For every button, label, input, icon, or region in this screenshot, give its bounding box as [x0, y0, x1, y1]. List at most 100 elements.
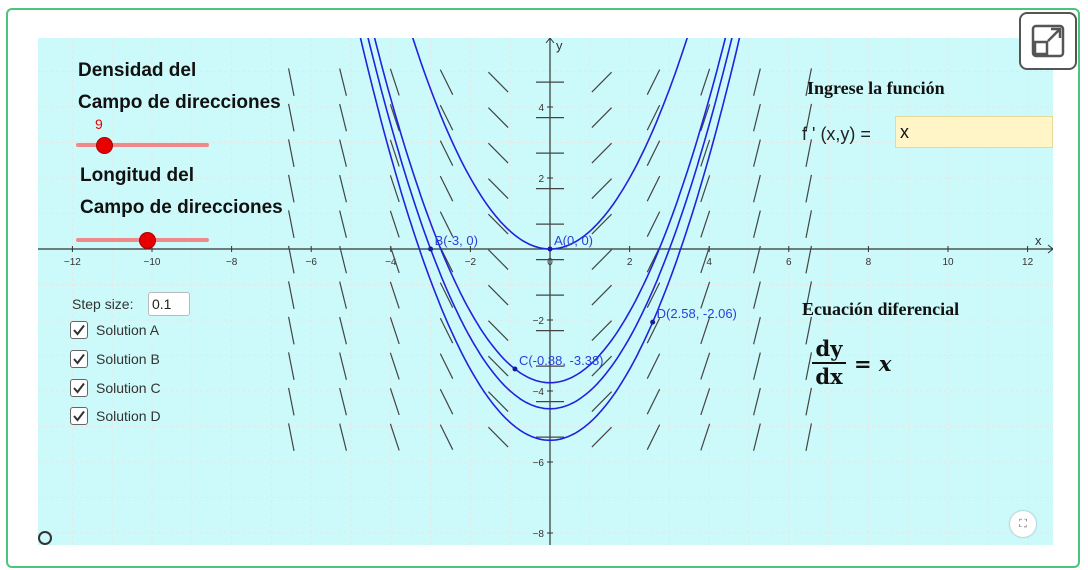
solution-curve-d [359, 38, 741, 442]
direction-segment [700, 210, 711, 238]
x-tick-label: −4 [385, 257, 397, 268]
direction-segment [805, 103, 813, 132]
direction-segment [700, 68, 711, 96]
density-slider-knob[interactable] [96, 137, 113, 154]
direction-segment [339, 245, 347, 274]
direction-segment [389, 317, 400, 345]
direction-segment [700, 423, 711, 451]
solution-d-label: Solution D [96, 408, 161, 424]
x-tick-label: 8 [866, 257, 872, 268]
direction-segment [487, 71, 509, 93]
direction-segment [389, 246, 400, 274]
direction-segment [646, 424, 661, 450]
direction-segment [487, 355, 509, 377]
direction-segment [700, 317, 711, 345]
direction-segment [753, 245, 761, 274]
direction-segment [487, 213, 509, 235]
direction-segment [591, 355, 613, 377]
direction-segment [591, 213, 613, 235]
density-slider-track[interactable] [76, 143, 209, 147]
x-tick-label: 10 [942, 257, 954, 268]
direction-segment [487, 284, 509, 306]
solution-b-checkbox[interactable]: Solution B [70, 350, 160, 368]
point-c [512, 366, 518, 372]
direction-segment [753, 316, 761, 345]
check-icon[interactable] [70, 407, 88, 425]
differential-equation: dy dx = x [812, 337, 892, 390]
direction-segment [700, 139, 711, 167]
direction-segment [287, 245, 295, 274]
direction-segment [591, 178, 613, 200]
solution-curve-c [373, 38, 727, 384]
direction-segment [389, 175, 400, 203]
direction-segment [389, 352, 400, 380]
solution-b-label: Solution B [96, 351, 160, 367]
solution-c-label: Solution C [96, 380, 161, 396]
solution-d-checkbox[interactable]: Solution D [70, 407, 161, 425]
y-tick-label: 4 [538, 103, 544, 114]
direction-segment [646, 175, 661, 202]
direction-segment [700, 388, 711, 416]
direction-segment [287, 174, 295, 203]
direction-segment [805, 316, 813, 345]
solution-curve-b [367, 38, 733, 410]
direction-segment [389, 139, 400, 167]
geogebra-applet[interactable]: x y −12 −10 −8 −6 −4 −2 0 2 4 6 8 10 12 4 2 −2 −4 −6 −8 A(0, … [38, 38, 1053, 545]
expand-icon[interactable] [1028, 21, 1068, 61]
fullscreen-icon[interactable]: ⛶ [1010, 511, 1036, 537]
check-icon[interactable] [70, 321, 88, 339]
direction-segment [700, 352, 711, 380]
direction-segment [753, 139, 761, 167]
direction-segment [339, 352, 347, 380]
direction-segment [487, 320, 509, 342]
check-icon[interactable] [70, 379, 88, 397]
point-label-c: C(-0.88, -3.38) [519, 353, 604, 368]
direction-segment [805, 423, 813, 451]
fraction-bar [812, 362, 846, 365]
direction-segment [591, 426, 613, 448]
y-tick-label: −4 [533, 387, 545, 398]
direction-segment [753, 68, 761, 96]
length-slider-knob[interactable] [139, 232, 156, 249]
direction-segment [646, 140, 661, 166]
check-icon[interactable] [70, 350, 88, 368]
expand-button[interactable] [1019, 12, 1077, 70]
solution-c-checkbox[interactable]: Solution C [70, 379, 161, 397]
fraction-denominator: dx [815, 364, 843, 390]
solution-a-checkbox[interactable]: Solution A [70, 321, 159, 339]
direction-segment [591, 142, 613, 164]
direction-segment [439, 424, 454, 450]
y-axis-label: y [556, 38, 563, 53]
x-tick-label: −8 [226, 257, 238, 268]
direction-segment [753, 174, 761, 203]
graph-canvas[interactable]: x y −12 −10 −8 −6 −4 −2 0 2 4 6 8 10 12 4 2 −2 −4 −6 −8 A(0, … [38, 38, 1053, 545]
direction-segment [487, 107, 509, 129]
direction-segment [700, 281, 711, 309]
equation-rhs: = x [854, 350, 892, 376]
direction-segment [646, 353, 661, 379]
direction-segment [700, 175, 711, 203]
direction-segment [389, 281, 400, 309]
point-label-b: B(-3, 0) [435, 233, 478, 248]
step-size-input[interactable] [148, 292, 190, 316]
direction-segment [439, 104, 454, 131]
direction-segment [805, 281, 813, 309]
pause-icon[interactable] [38, 531, 52, 545]
direction-segment [339, 174, 347, 203]
direction-segment [439, 175, 454, 202]
x-tick-label: −6 [305, 257, 317, 268]
direction-segment [439, 140, 454, 166]
direction-segment [487, 391, 509, 413]
length-title-line2: Campo de direcciones [80, 197, 283, 218]
direction-segment [389, 423, 400, 451]
function-input[interactable] [895, 116, 1053, 148]
direction-segment [646, 104, 661, 131]
direction-segment [339, 139, 347, 167]
x-axis-arrow [1047, 244, 1053, 254]
direction-segment [339, 103, 347, 132]
direction-segment [646, 69, 661, 95]
direction-segment [287, 103, 295, 132]
direction-segment [591, 107, 613, 129]
direction-segment [487, 249, 509, 271]
direction-segment [700, 104, 711, 132]
